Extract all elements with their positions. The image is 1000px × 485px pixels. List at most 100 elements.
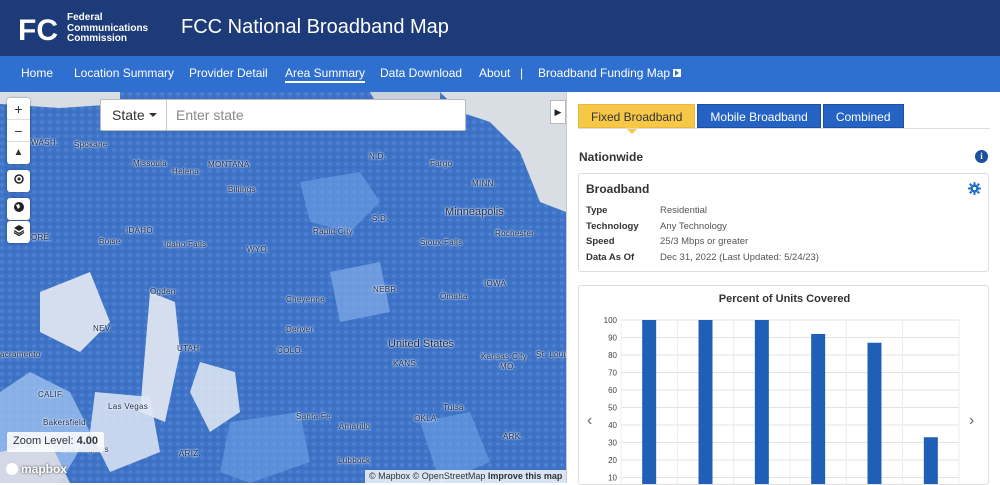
- map-label: CALIF.: [38, 390, 64, 399]
- y-tick-label: 100: [604, 316, 618, 325]
- crosshair-icon: [13, 174, 24, 184]
- detail-value: Dec 31, 2022 (Last Updated: 5/24/23): [660, 252, 819, 263]
- map-label: ARK.: [503, 432, 523, 441]
- info-icon[interactable]: i: [975, 150, 988, 163]
- map-label: COLO.: [277, 346, 304, 355]
- zoom-in-button[interactable]: +: [7, 98, 30, 120]
- attribution-improve[interactable]: Improve this map: [487, 471, 563, 481]
- nav-provider-detail[interactable]: Provider Detail: [189, 66, 268, 80]
- y-tick-label: 60: [608, 386, 617, 395]
- map-label: WASH.: [31, 138, 59, 147]
- map-label: MONTANA: [208, 160, 250, 169]
- tab-fixed-broadband[interactable]: Fixed Broadband: [578, 104, 696, 134]
- map-label: Idaho Falls: [164, 240, 207, 249]
- agency-line: Communications: [67, 22, 149, 34]
- tabs-divider: [578, 128, 990, 129]
- detail-key: Data As Of: [586, 252, 635, 263]
- tab-combined[interactable]: Combined: [822, 104, 904, 128]
- broadband-filter-card: Broadband Type Residential Technology An…: [578, 173, 989, 272]
- locate-button[interactable]: [7, 170, 30, 192]
- gear-icon[interactable]: [968, 182, 981, 195]
- chart-bar[interactable]: [923, 437, 938, 485]
- layers-button[interactable]: [7, 221, 30, 243]
- map-label: Fargo: [430, 159, 453, 168]
- map-label: Kansas City: [481, 352, 527, 361]
- map-label: Denver: [286, 325, 314, 334]
- tab-mobile-broadband[interactable]: Mobile Broadband: [697, 104, 821, 128]
- map-label: OKLA.: [414, 414, 440, 423]
- attribution-mapbox[interactable]: © Mapbox: [369, 471, 411, 481]
- nav-funding-label: Broadband Funding Map: [538, 66, 671, 80]
- y-tick-label: 10: [608, 474, 617, 483]
- nav-home[interactable]: Home: [21, 66, 54, 80]
- agency-name: Federal Communications Commission: [67, 12, 149, 45]
- map-label: Rapid City: [313, 227, 353, 236]
- map-label: Bakersfield: [43, 418, 86, 427]
- y-tick-label: 80: [608, 351, 617, 360]
- agency-line: Commission: [67, 33, 128, 44]
- detail-key: Type: [586, 205, 608, 216]
- state-search: State: [100, 99, 466, 131]
- summary-panel: Fixed Broadband Mobile Broadband Combine…: [566, 92, 1000, 485]
- card-title: Broadband: [586, 182, 650, 196]
- map-label: Las Vegas: [108, 402, 149, 411]
- main-nav: Home Location Summary Provider Detail Ar…: [0, 56, 1000, 92]
- attribution-osm[interactable]: © OpenStreetMap: [412, 471, 486, 481]
- map-label: Helena: [172, 167, 200, 176]
- collapse-panel-button[interactable]: ▶: [550, 100, 566, 124]
- y-tick-label: 70: [608, 369, 617, 378]
- zoom-level-value: 4.00: [76, 435, 99, 447]
- chart-bar[interactable]: [811, 334, 826, 485]
- map-attribution: © Mapbox © OpenStreetMap Improve this ma…: [365, 470, 567, 483]
- layers-icon: [13, 225, 24, 237]
- map-label: Tulsa: [443, 403, 464, 412]
- globe-button[interactable]: [7, 198, 30, 220]
- chart-bar[interactable]: [642, 320, 657, 485]
- chart-prev-arrow[interactable]: ‹: [587, 412, 593, 429]
- coverage-chart-card: 100 90 80 70 60 50 40 30 20 10 Percent of Units C…: [578, 285, 989, 485]
- zoom-level-indicator: Zoom Level: 4.00: [7, 432, 105, 452]
- map-label: Ogden: [150, 287, 176, 296]
- map-label: Missoula: [133, 159, 167, 168]
- map-label: acramento: [0, 350, 41, 359]
- globe-icon: [13, 202, 24, 212]
- nav-about[interactable]: About: [479, 66, 511, 80]
- map-label: MO.: [500, 362, 517, 371]
- search-input[interactable]: [167, 101, 463, 129]
- nav-data-download[interactable]: Data Download: [380, 66, 463, 80]
- y-tick-label: 40: [608, 421, 617, 430]
- detail-key: Technology: [586, 221, 639, 232]
- chart-next-arrow[interactable]: ›: [969, 412, 975, 429]
- map-label: Sioux Falls: [420, 238, 463, 247]
- nav-broadband-funding-map[interactable]: Broadband Funding Map: [538, 66, 682, 80]
- nav-divider: |: [520, 66, 524, 80]
- geography-type-select[interactable]: State: [101, 100, 167, 130]
- map-label: Billings: [228, 185, 256, 194]
- map-label: Spokane: [74, 140, 108, 149]
- map-label: NEBR.: [373, 285, 399, 294]
- map-label: Minneapolis: [445, 206, 504, 218]
- map-label: St. Louis: [536, 350, 566, 359]
- map-label: United States: [388, 338, 455, 350]
- mapbox-logo[interactable]: mapbox: [6, 462, 67, 476]
- chart-bar[interactable]: [867, 342, 882, 485]
- chart-bar[interactable]: [754, 320, 769, 485]
- caret-down-icon: [148, 113, 157, 117]
- compass-button[interactable]: ▲: [13, 147, 24, 158]
- fcc-logo[interactable]: FCC: [18, 11, 58, 45]
- app-header: FCC Federal Communications Commission FC…: [0, 0, 1000, 56]
- zoom-out-button[interactable]: −: [7, 120, 30, 142]
- nav-location-summary[interactable]: Location Summary: [74, 66, 175, 80]
- y-tick-label: 30: [608, 439, 617, 448]
- coverage-chart: 100 90 80 70 60 50 40 30 20 10: [604, 316, 960, 485]
- map-coverage-layer: [0, 92, 566, 483]
- chart-title: Percent of Units Covered: [718, 293, 851, 305]
- map-label: Rochester: [495, 229, 535, 238]
- map-label: MINN.: [472, 179, 497, 188]
- detail-value: 25/3 Mbps or greater: [660, 236, 749, 247]
- detail-value: Residential: [660, 205, 707, 216]
- nav-area-summary[interactable]: Area Summary: [285, 66, 366, 83]
- map-label: IOWA: [484, 279, 507, 288]
- chart-bar[interactable]: [698, 320, 713, 485]
- broadband-map[interactable]: WASH. Spokane Missoula Helena MONTANA N.…: [0, 92, 566, 483]
